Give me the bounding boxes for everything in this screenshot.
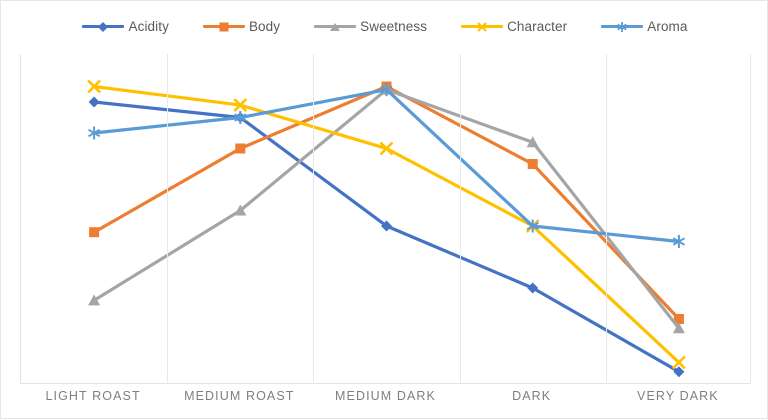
legend-item-aroma[interactable]: Aroma	[601, 14, 687, 38]
data-point-marker	[87, 126, 101, 140]
legend-label-sweetness: Sweetness	[360, 18, 428, 34]
gridline	[167, 54, 169, 384]
data-point-marker	[89, 227, 100, 238]
data-point-marker	[234, 204, 247, 216]
data-point-marker	[527, 159, 538, 169]
plot-right-edge	[750, 54, 751, 384]
data-point-marker	[671, 355, 686, 370]
series-aroma	[87, 83, 686, 248]
chart-legend: Acidity Body Sweetness	[1, 14, 768, 38]
x-axis-tick-label: LIGHT ROAST	[45, 389, 141, 403]
asterisk-marker-icon	[616, 20, 628, 32]
x-marker-icon	[476, 20, 488, 32]
x-axis-tick-label: MEDIUM DARK	[335, 389, 436, 403]
data-point-marker	[87, 79, 102, 94]
legend-key-aroma	[601, 18, 644, 34]
data-point-marker	[88, 294, 101, 306]
series-body	[89, 81, 684, 324]
data-point-marker	[526, 136, 539, 148]
diamond-marker-icon	[97, 20, 109, 32]
legend-label-body: Body	[248, 18, 281, 34]
x-axis-tick-label: MEDIUM ROAST	[184, 389, 295, 403]
legend-item-character[interactable]: Character	[461, 14, 567, 38]
legend-key-acidity	[82, 18, 125, 34]
legend-item-sweetness[interactable]: Sweetness	[314, 14, 427, 38]
legend-key-body	[202, 18, 245, 34]
triangle-marker-icon	[329, 20, 341, 32]
data-point-marker	[235, 143, 246, 154]
data-point-marker	[672, 322, 685, 334]
data-point-marker	[673, 314, 684, 324]
legend-label-character: Character	[507, 18, 568, 34]
legend-item-body[interactable]: Body	[202, 14, 281, 38]
gridline	[605, 54, 607, 384]
x-axis-labels: LIGHT ROAST MEDIUM ROAST MEDIUM DARK DARK VE…	[20, 389, 751, 413]
legend-item-acidity[interactable]: Acidity	[82, 14, 169, 38]
plot-area	[20, 54, 751, 384]
x-axis-tick-label: DARK	[512, 389, 552, 403]
data-point-marker	[673, 366, 685, 378]
data-point-marker	[672, 235, 686, 248]
legend-label-acidity: Acidity	[128, 18, 169, 34]
gridline	[459, 54, 461, 384]
data-point-marker	[234, 111, 247, 124]
gridline	[313, 54, 315, 384]
data-point-marker	[526, 219, 539, 233]
legend-key-sweetness	[314, 18, 357, 34]
data-point-marker	[88, 96, 100, 108]
square-marker-icon	[218, 20, 230, 32]
data-point-marker	[233, 98, 248, 113]
data-point-marker	[527, 282, 539, 294]
series-acidity	[88, 96, 685, 378]
data-point-marker	[381, 220, 392, 232]
data-point-marker	[379, 141, 394, 156]
x-axis-tick-label: VERY DARK	[637, 389, 719, 403]
data-point-marker	[380, 83, 393, 97]
series-sweetness	[88, 83, 685, 334]
legend-label-aroma: Aroma	[647, 18, 688, 34]
legend-key-character	[461, 18, 504, 34]
